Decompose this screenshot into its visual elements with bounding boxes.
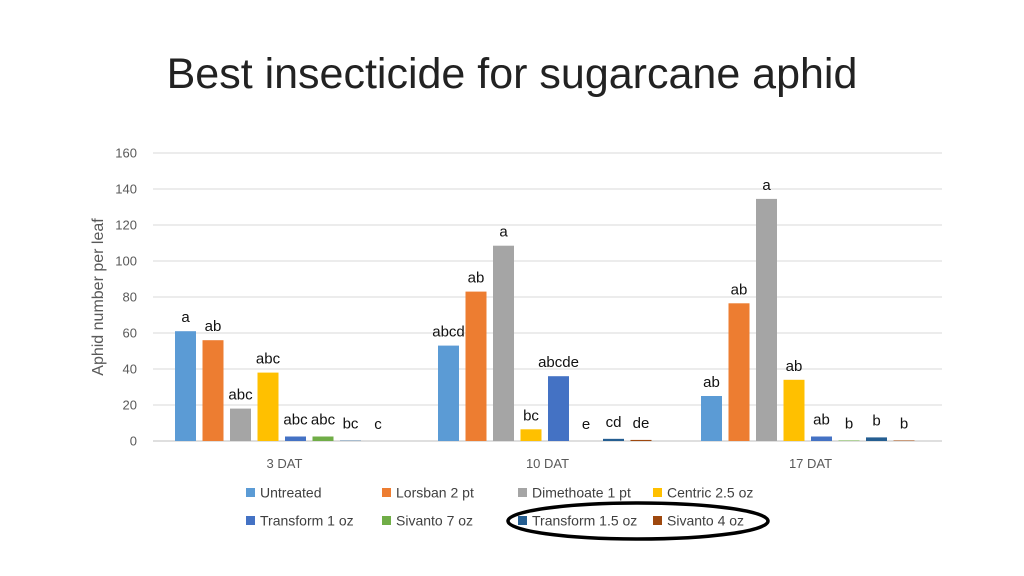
bar-value-label: abc	[256, 351, 281, 368]
y-axis-ticks: 0 20 40 60 80 100 120 140 160	[115, 146, 137, 449]
bar	[257, 372, 279, 441]
bar	[728, 303, 750, 441]
y-tick-label: 160	[115, 146, 137, 161]
bar	[603, 438, 624, 441]
bar-value-label: ab	[731, 281, 748, 298]
bar	[465, 291, 487, 441]
bars	[175, 198, 915, 441]
bar-value-label: a	[499, 224, 508, 241]
legend-swatch	[246, 488, 255, 497]
legend-item: Sivanto 4 oz	[653, 513, 744, 529]
bar	[230, 408, 251, 441]
bar-value-label: ab	[813, 412, 830, 429]
y-tick-label: 40	[123, 362, 137, 377]
bar-value-label: ab	[703, 374, 720, 391]
bar	[838, 440, 860, 441]
bar-value-label: cd	[606, 414, 622, 431]
y-tick-label: 140	[115, 182, 137, 197]
bar-value-label: abc	[311, 412, 336, 429]
legend-swatch	[246, 516, 255, 525]
bar-value-label: ab	[786, 358, 803, 375]
bar-value-label: c	[374, 416, 382, 433]
legend-item: Sivanto 7 oz	[382, 513, 473, 529]
bar	[783, 379, 805, 441]
legend-swatch	[382, 516, 391, 525]
bar	[866, 437, 887, 441]
legend-swatch	[518, 516, 527, 525]
bar	[701, 396, 722, 441]
y-tick-label: 60	[123, 326, 137, 341]
y-axis-label: Aphid number per leaf	[90, 218, 107, 376]
bar	[285, 436, 306, 441]
y-tick-label: 20	[123, 398, 137, 413]
x-tick-label: 17 DAT	[789, 456, 832, 471]
bar	[811, 436, 832, 441]
bar	[893, 440, 915, 441]
legend-label: Sivanto 4 oz	[667, 513, 744, 529]
bar	[756, 198, 777, 441]
x-axis-ticks: 3 DAT 10 DAT 17 DAT	[267, 456, 833, 471]
legend-item: Untreated	[246, 485, 321, 501]
legend-label: Transform 1.5 oz	[532, 513, 637, 529]
bar	[438, 345, 459, 441]
legend-label: Untreated	[260, 485, 321, 501]
bar-value-label: abcde	[538, 354, 579, 371]
legend: Untreated Lorsban 2 pt Dimethoate 1 pt Cent…	[246, 485, 753, 529]
legend-item: Dimethoate 1 pt	[518, 485, 631, 501]
bar-value-label: bc	[523, 407, 539, 424]
y-tick-label: 80	[123, 290, 137, 305]
legend-label: Transform 1 oz	[260, 513, 354, 529]
legend-swatch	[653, 516, 662, 525]
bar-value-label: e	[582, 416, 590, 433]
y-tick-label: 120	[115, 218, 137, 233]
y-tick-label: 0	[130, 434, 137, 449]
legend-label: Lorsban 2 pt	[396, 485, 474, 501]
bar-value-label: abc	[228, 387, 253, 404]
bar-value-label: a	[762, 177, 771, 194]
legend-item: Lorsban 2 pt	[382, 485, 474, 501]
bar-value-label: b	[900, 415, 908, 432]
legend-label: Centric 2.5 oz	[667, 485, 753, 501]
bar	[175, 331, 196, 441]
bar-value-label: ab	[205, 318, 222, 335]
bar-value-label: a	[181, 309, 190, 326]
bar-value-label: abc	[283, 412, 308, 429]
bar	[630, 439, 652, 441]
legend-swatch	[518, 488, 527, 497]
bar-value-label: b	[845, 415, 853, 432]
bar	[202, 340, 224, 441]
legend-label: Sivanto 7 oz	[396, 513, 473, 529]
bar	[312, 436, 334, 441]
legend-label: Dimethoate 1 pt	[532, 485, 631, 501]
bar	[520, 429, 542, 441]
legend-highlight-circle	[506, 501, 770, 541]
legend-item: Transform 1.5 oz	[518, 513, 637, 529]
bar-value-label: abcd	[432, 324, 465, 341]
bar	[548, 376, 569, 441]
legend-item: Centric 2.5 oz	[653, 485, 753, 501]
x-tick-label: 10 DAT	[526, 456, 569, 471]
gridlines	[153, 152, 942, 442]
bar-value-label: b	[872, 412, 880, 429]
bar-value-label: ab	[468, 270, 485, 287]
bar-value-label: de	[633, 415, 650, 432]
legend-swatch	[382, 488, 391, 497]
legend-item: Transform 1 oz	[246, 513, 354, 529]
y-tick-label: 100	[115, 254, 137, 269]
legend-swatch	[653, 488, 662, 497]
bar	[493, 245, 514, 441]
slide-title: Best insecticide for sugarcane aphid	[166, 50, 858, 98]
x-tick-label: 3 DAT	[267, 456, 303, 471]
bar-value-label: bc	[343, 416, 359, 433]
